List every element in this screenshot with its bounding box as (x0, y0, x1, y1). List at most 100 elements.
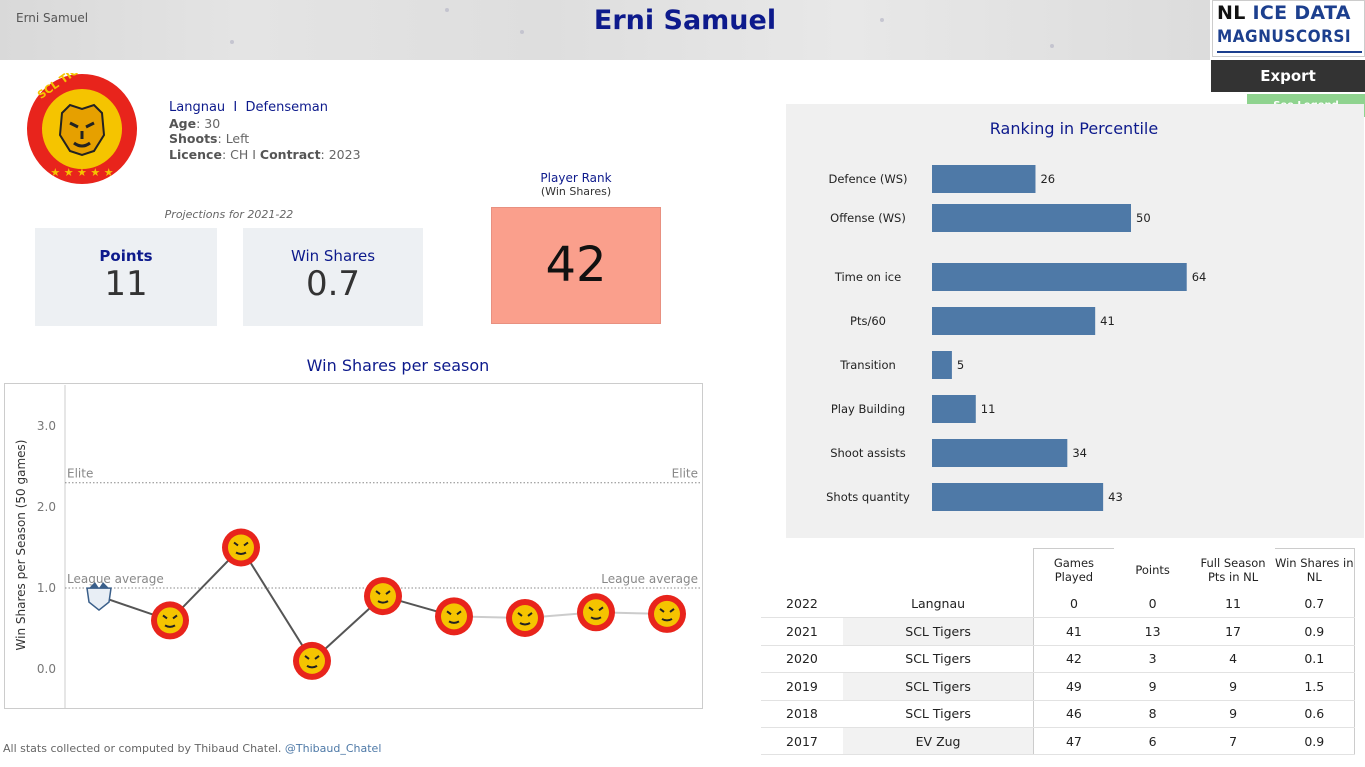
scl-tigers-logo-point[interactable] (506, 598, 544, 637)
shoots-label: Shoots (169, 131, 218, 146)
header-team (843, 549, 1034, 591)
header-win-shares[interactable]: Win Shares in NL (1274, 548, 1355, 591)
ev-zug-logo-point[interactable] (86, 582, 112, 612)
player-rank-caption: Player Rank (Win Shares) (491, 171, 661, 199)
bar-category-label: Shots quantity (826, 490, 910, 504)
shoots-value: Left (225, 131, 250, 146)
footer-credit: All stats collected or computed by Thiba… (3, 742, 381, 755)
export-button[interactable]: Export (1211, 60, 1365, 92)
ev-zug-crown-icon (89, 582, 109, 589)
cell-team: SCL Tigers (842, 672, 1034, 701)
footer-text: All stats collected or computed by Thiba… (3, 742, 282, 755)
points-value: 11 (104, 264, 148, 304)
cell-year: 2017 (761, 727, 843, 756)
player-age: Age: 30 (169, 115, 221, 131)
percentile-bar[interactable] (932, 395, 976, 423)
cell-team: Langnau (842, 590, 1034, 619)
ws-projection-line (453, 611, 668, 619)
bar-category-label: Shoot assists (830, 446, 906, 460)
bar-value-label: 43 (1108, 490, 1123, 504)
tiger-logo-center (512, 604, 538, 631)
tiger-head-icon (588, 606, 604, 620)
logo-title: NL ICE DATA (1217, 2, 1351, 24)
ranking-bar-chart[interactable]: Ranking in Percentile Defence (WS) 26 Offen… (786, 104, 1364, 538)
y-tick-label: 2.0 (37, 500, 56, 514)
scl-tigers-logo-point[interactable] (577, 593, 615, 632)
scl-tigers-logo-point[interactable] (648, 594, 686, 633)
player-rank-title: Player Rank (540, 171, 612, 185)
bar-value-label: 64 (1192, 270, 1207, 284)
contract-label: Contract (259, 146, 321, 162)
cell-full-season-pts: 9 (1191, 672, 1275, 701)
ws-line-chart[interactable]: 0.0 1.0 2.0 3.0 Win Shares per Season (50 ga… (4, 383, 704, 711)
bar-value-label: 5 (957, 358, 964, 372)
cell-team: SCL Tigers (842, 617, 1034, 646)
cell-year: 2022 (761, 590, 843, 619)
percentile-bar[interactable] (932, 263, 1187, 291)
bar-value-label: 41 (1100, 314, 1115, 328)
cell-win-shares: 0.9 (1274, 617, 1355, 646)
licence-value: CH (230, 146, 249, 162)
scl-tigers-logo-point[interactable] (151, 601, 189, 640)
y-tick-label: 1.0 (37, 581, 56, 595)
scl-tigers-logo-point[interactable] (293, 641, 331, 680)
cell-points: 8 (1113, 700, 1192, 728)
tiger-logo-center (370, 583, 396, 610)
cell-year: 2018 (761, 700, 843, 728)
bar-category-label: Transition (839, 358, 896, 372)
tiger-head-icon (517, 612, 533, 626)
header-full-season-pts[interactable]: Full Season Pts in NL (1200, 555, 1266, 584)
player-rank-value[interactable]: 42 (491, 207, 661, 324)
cell-win-shares: 0.7 (1274, 590, 1355, 619)
cell-points: 13 (1113, 617, 1192, 646)
tiger-head-icon (375, 590, 391, 604)
cell-full-season-pts: 17 (1191, 617, 1275, 646)
cell-points: 6 (1113, 727, 1192, 756)
table-header-row: Games Played Points Full Season Pts in N… (761, 548, 1355, 591)
header-year (761, 549, 843, 591)
player-team-line: Langnau I Defenseman (169, 100, 361, 116)
percentile-bar[interactable] (932, 351, 952, 379)
table-row[interactable]: 2022 Langnau 0 0 11 0.7 (761, 590, 1355, 619)
table-row[interactable]: 2020 SCL Tigers 42 3 4 0.1 (761, 645, 1355, 674)
age-value: 30 (204, 115, 221, 131)
table-row[interactable]: 2021 SCL Tigers 41 13 17 0.9 (761, 617, 1355, 646)
table-row[interactable]: 2017 EV Zug 47 6 7 0.9 (761, 727, 1355, 756)
header-points[interactable]: Points (1135, 562, 1170, 577)
scl-tigers-logo-point[interactable] (364, 577, 402, 616)
cell-games-played: 46 (1033, 700, 1114, 728)
cell-win-shares: 0.1 (1274, 645, 1355, 674)
logo-ice-data-text: ICE DATA (1252, 2, 1351, 24)
cell-games-played: 0 (1033, 590, 1114, 619)
tiger-logo-center (583, 599, 609, 626)
tiger-head-icon (446, 610, 462, 624)
table-row[interactable]: 2019 SCL Tigers 49 9 9 1.5 (761, 672, 1355, 701)
tiger-logo-center (441, 603, 467, 630)
percentile-bar[interactable] (932, 483, 1104, 511)
header-games-played[interactable]: Games Played (1033, 548, 1114, 591)
cell-full-season-pts: 4 (1191, 645, 1275, 674)
percentile-bar[interactable] (932, 165, 1036, 193)
percentile-bar[interactable] (932, 204, 1131, 232)
table-row[interactable]: 2018 SCL Tigers 46 8 9 0.6 (761, 700, 1355, 728)
projections-caption: Projections for 2021-22 (164, 208, 294, 221)
cell-games-played: 47 (1033, 727, 1114, 756)
cell-games-played: 49 (1033, 672, 1114, 701)
footer-handle-link[interactable]: @Thibaud_Chatel (284, 742, 382, 755)
tiger-head-icon (58, 103, 106, 157)
percentile-bar[interactable] (932, 439, 1068, 467)
scl-tigers-logo-point[interactable] (222, 528, 260, 567)
scl-tigers-logo-point[interactable] (435, 597, 473, 636)
cell-points: 9 (1113, 672, 1192, 701)
nl-ice-data-logo: NL ICE DATA MAGNUSCORSI (1212, 0, 1365, 57)
tiger-head-icon (304, 655, 320, 669)
points-label: Points (99, 247, 153, 265)
tiger-logo-center (299, 647, 325, 674)
ranking-panel: Ranking in Percentile Defence (WS) 26 Offen… (786, 104, 1364, 538)
percentile-bar[interactable] (932, 307, 1096, 335)
tiger-logo-center (228, 534, 254, 561)
tiger-face-icon (69, 121, 95, 148)
bar-category-label: Offense (WS) (830, 211, 906, 225)
banner-decoration (230, 40, 234, 44)
cell-team: SCL Tigers (842, 645, 1034, 674)
